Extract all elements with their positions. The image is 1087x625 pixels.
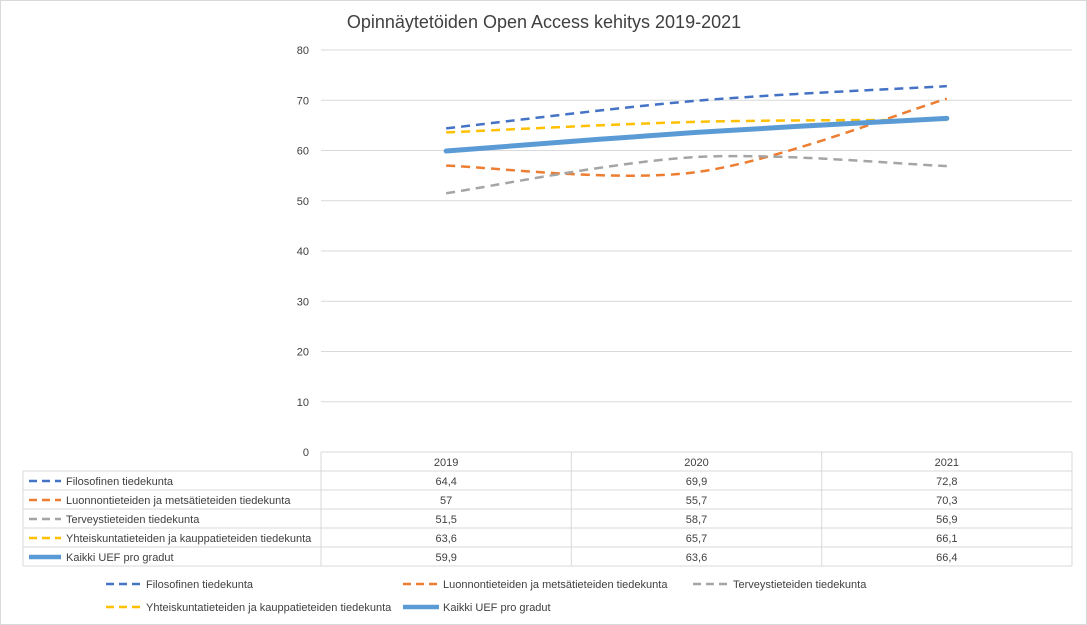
table-series-name: Filosofinen tiedekunta xyxy=(66,476,174,488)
table-cell-value: 55,7 xyxy=(686,495,707,507)
table-series-name: Luonnontieteiden ja metsätieteiden tiede… xyxy=(66,495,291,507)
y-tick-label: 50 xyxy=(297,196,309,208)
y-tick-label: 60 xyxy=(297,146,309,158)
y-tick-label: 40 xyxy=(297,246,309,258)
table-cell-value: 63,6 xyxy=(686,552,707,564)
chart-title: Opinnäytetöiden Open Access kehitys 2019… xyxy=(347,12,741,32)
table-cell-value: 66,1 xyxy=(936,533,957,545)
legend-label: Terveystieteiden tiedekunta xyxy=(733,579,867,591)
series-line-1 xyxy=(446,84,947,130)
table-cell-value: 63,6 xyxy=(435,533,456,545)
table-cell-value: 59,9 xyxy=(435,552,456,564)
legend-label: Kaikki UEF pro gradut xyxy=(443,602,551,614)
x-category-label: 2021 xyxy=(935,457,959,469)
x-category-label: 2019 xyxy=(434,457,458,469)
table-cell-value: 57 xyxy=(440,495,452,507)
table-cell-value: 51,5 xyxy=(435,514,456,526)
x-category-label: 2020 xyxy=(684,457,708,469)
y-tick-label: 10 xyxy=(297,397,309,409)
data-table: 2019 2020 2021 Filosofinen tiedekunta 64,4 69… xyxy=(22,451,1073,567)
table-cell-value: 65,7 xyxy=(686,533,707,545)
y-tick-label: 80 xyxy=(297,45,309,57)
table-cell-value: 64,4 xyxy=(435,476,456,488)
y-tick-label: 70 xyxy=(297,95,309,107)
table-series-name: Yhteiskuntatieteiden ja kauppatieteiden … xyxy=(66,533,312,545)
table-cell-value: 58,7 xyxy=(686,514,707,526)
legend-label: Yhteiskuntatieteiden ja kauppatieteiden … xyxy=(146,602,392,614)
series-line-3 xyxy=(445,154,947,195)
series-line-5 xyxy=(443,115,950,154)
y-axis: 0 10 20 30 40 50 60 70 80 xyxy=(297,45,309,459)
plot-series xyxy=(443,84,950,195)
legend-label: Filosofinen tiedekunta xyxy=(146,579,254,591)
y-tick-label: 0 xyxy=(303,447,309,459)
table-cell-value: 70,3 xyxy=(936,495,957,507)
table-cell-value: 69,9 xyxy=(686,476,707,488)
table-cell-value: 66,4 xyxy=(936,552,957,564)
y-tick-label: 30 xyxy=(297,296,309,308)
legend-label: Luonnontieteiden ja metsätieteiden tiede… xyxy=(443,579,668,591)
table-series-name: Kaikki UEF pro gradut xyxy=(66,552,174,564)
series-line-2 xyxy=(446,97,948,177)
gridlines xyxy=(321,49,1072,403)
y-tick-label: 20 xyxy=(297,347,309,359)
legend: Filosofinen tiedekunta Luonnontieteiden j… xyxy=(106,579,867,614)
table-cell-value: 72,8 xyxy=(936,476,957,488)
table-series-name: Terveystieteiden tiedekunta xyxy=(66,514,200,526)
table-cell-value: 56,9 xyxy=(936,514,957,526)
